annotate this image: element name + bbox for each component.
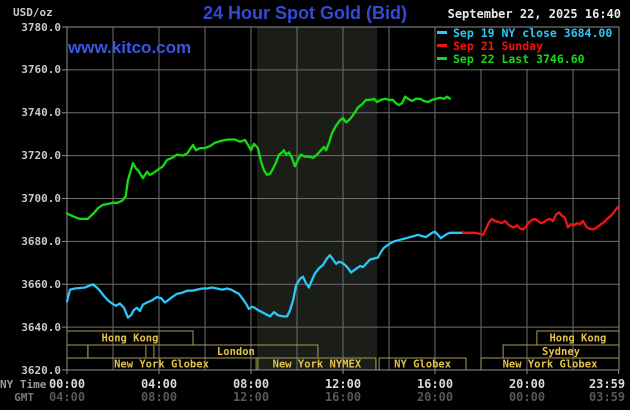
x-axis-label-gmt: 20:00 (416, 390, 454, 404)
kitco-watermark: www.kitco.com (68, 38, 192, 57)
y-axis-label: 3660.0 (21, 277, 61, 291)
session-label: Hong Kong (102, 333, 159, 345)
session-label: Sydney (542, 346, 581, 358)
y-axis-label: 3760.0 (21, 63, 61, 77)
x-axis-label-gmt: 12:00 (232, 390, 270, 404)
y-axis-unit-label: USD/oz (13, 6, 53, 19)
legend-label: Sep 22 Last 3746.60 (453, 52, 585, 66)
legend-dash-icon (437, 57, 447, 60)
y-axis-label: 3700.0 (21, 192, 61, 205)
x-axis-label-ny: 23:59 (588, 377, 626, 391)
x-axis-label-ny: 20:00 (508, 377, 546, 391)
session-label: London (217, 346, 255, 358)
y-axis-label: 3640.0 (21, 320, 61, 334)
session-box (87, 344, 147, 359)
legend-item-sep19: Sep 19 NY close 3684.00 (437, 27, 612, 40)
price-line-sep-22 (65, 95, 452, 221)
session-label: Hong Kong (549, 333, 606, 345)
plot-border (66, 26, 620, 371)
session-label: New York Globex (114, 359, 210, 371)
price-line-sep-19 (65, 230, 465, 319)
x-axis-label-gmt: 16:00 (324, 390, 362, 404)
y-axis-label: 3620.0 (21, 363, 61, 377)
x-axis-label-gmt: 04:00 (48, 390, 86, 404)
legend-label: Sep 19 NY close 3684.00 (453, 26, 613, 40)
legend-background (435, 27, 619, 69)
legend-dash-icon (437, 31, 447, 34)
legend-label: Sep 21 Sunday (453, 39, 544, 53)
legend: Sep 19 NY close 3684.00 Sep 21 Sunday Se… (437, 27, 612, 66)
y-axis-label: 3740.0 (21, 106, 61, 120)
y-axis-label: 3780.0 (21, 20, 61, 34)
y-axis-label: 3720.0 (21, 149, 61, 163)
chart-datetime: September 22, 2025 16:40 (447, 7, 621, 21)
price-line-sep-21 (461, 204, 621, 237)
session-box (66, 344, 89, 359)
x-axis-label-gmt: 00:00 (508, 390, 546, 404)
x-axis-label-ny: 04:00 (140, 377, 178, 391)
x-axis-label-gmt: 03:59 (588, 390, 626, 404)
session-label: New York Globex (503, 359, 599, 371)
x-axis-label-ny: 12:00 (324, 377, 362, 391)
session-label: New York NYMEX (273, 359, 362, 371)
legend-dash-icon (437, 44, 447, 47)
legend-item-sep22: Sep 22 Last 3746.60 (437, 53, 612, 66)
x-axis-label-ny: 16:00 (416, 377, 454, 391)
ny-time-axis-label: NY Time (0, 378, 47, 391)
x-axis-label-gmt: 08:00 (140, 390, 178, 404)
legend-item-sep21: Sep 21 Sunday (437, 40, 612, 53)
gmt-axis-label: GMT (14, 391, 34, 404)
x-axis-label-ny: 08:00 (232, 377, 270, 391)
session-label: NY Globex (394, 359, 452, 371)
chart-title: 24 Hour Spot Gold (Bid) (203, 3, 407, 23)
y-axis-label: 3680.0 (21, 234, 61, 248)
x-axis-label-ny: 00:00 (48, 377, 86, 391)
